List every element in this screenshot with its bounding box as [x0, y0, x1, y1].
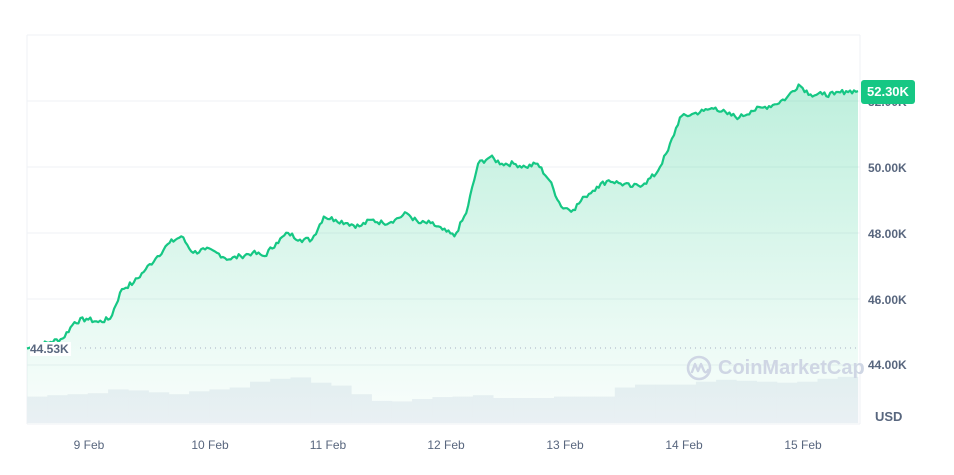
- watermark-text: CoinMarketCap: [718, 356, 865, 379]
- y-axis-label: 46.00K: [868, 293, 907, 307]
- x-axis-label: 11 Feb: [309, 438, 347, 452]
- x-axis-label: 9 Feb: [73, 438, 105, 452]
- x-axis-label: 15 Feb: [784, 438, 822, 452]
- price-line: [26, 83, 859, 350]
- currency-label: USD: [875, 409, 903, 424]
- x-axis-label: 14 Feb: [665, 438, 703, 452]
- x-axis-label: 12 Feb: [427, 438, 465, 452]
- reference-price-label: 44.53K: [30, 342, 71, 356]
- y-axis-label: 44.00K: [868, 358, 907, 372]
- y-axis-label: 50.00K: [868, 161, 907, 175]
- price-area-fill: [27, 84, 858, 424]
- coinmarketcap-logo-icon: [686, 355, 712, 381]
- y-axis-label: 48.00K: [868, 227, 907, 241]
- x-axis-label: 13 Feb: [546, 438, 584, 452]
- current-price-badge: 52.30K: [861, 80, 915, 104]
- coinmarketcap-watermark: CoinMarketCap: [686, 355, 865, 381]
- x-axis-label: 10 Feb: [191, 438, 229, 452]
